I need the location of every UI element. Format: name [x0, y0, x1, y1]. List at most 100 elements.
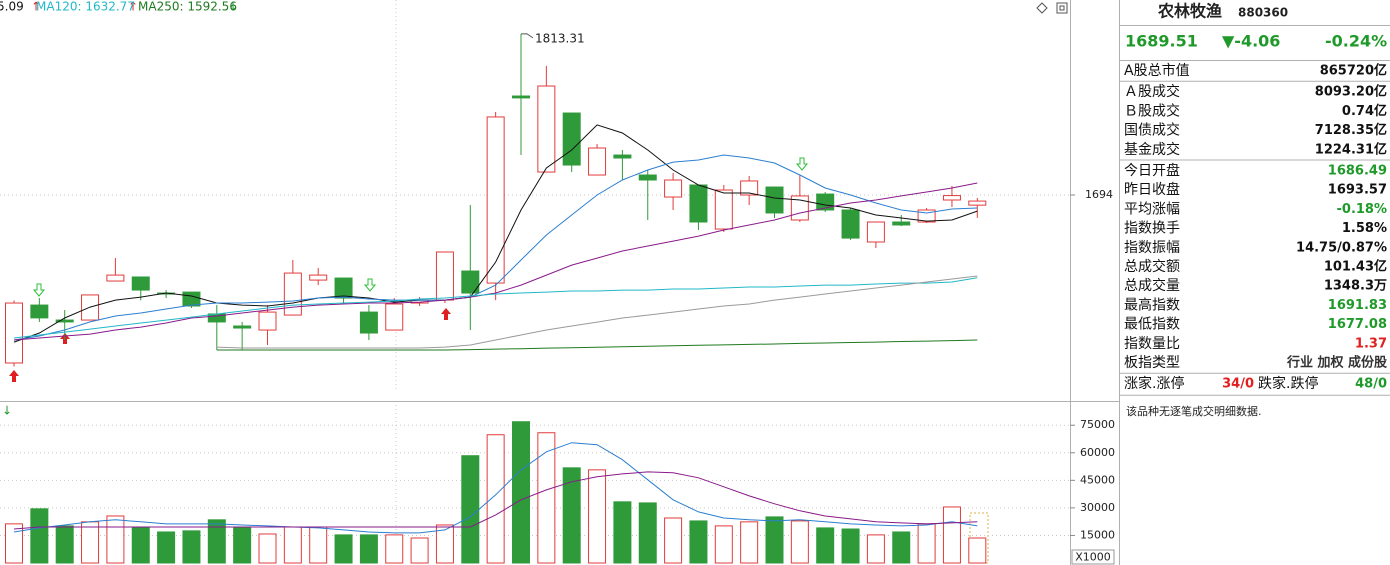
buy-signals [9, 308, 451, 382]
row-label: 基金成交 [1124, 141, 1180, 158]
candle-body [106, 274, 125, 282]
arrow: ↓ [228, 0, 238, 14]
row-value: 1.37 [1355, 336, 1387, 351]
icon [1059, 5, 1065, 11]
row-value: 1686.49 [1328, 164, 1387, 179]
quote: 1689.51 [1125, 32, 1198, 51]
legend-entry: 5.09 [0, 0, 24, 14]
candle-body [512, 95, 530, 99]
volume-bar [968, 537, 987, 564]
volume-bar [106, 515, 125, 564]
candle-body [258, 311, 277, 331]
breadth-value: 34/0 [1222, 377, 1254, 392]
y-tick-label: 15000 [1080, 528, 1115, 541]
volume-bar [131, 526, 150, 564]
row-value: 0.74亿 [1342, 103, 1387, 119]
arrow: ↓ [2, 404, 12, 418]
icon[interactable] [1056, 2, 1068, 14]
candle-body [714, 189, 733, 230]
candle-body [486, 116, 505, 284]
ma-line [13, 124, 978, 343]
candle-body [816, 193, 835, 211]
volume-bar [258, 533, 277, 564]
candle-body [309, 274, 328, 281]
candle-body [740, 180, 759, 196]
candle-body [283, 272, 302, 316]
row-value: 8093.20亿 [1315, 84, 1387, 100]
ma-line [216, 339, 978, 351]
row-label: 指数振幅 [1124, 240, 1180, 256]
candle-body [385, 303, 404, 331]
row-value: 14.75/0.87% [1296, 240, 1387, 255]
candle-body [664, 179, 683, 198]
row-label: 国债成交 [1124, 122, 1180, 139]
volume-bar [714, 525, 733, 564]
volume-bar [30, 508, 49, 564]
candle-body [765, 186, 784, 214]
candle-body [131, 276, 150, 291]
y-tick-label: 45000 [1080, 473, 1115, 486]
volume-bar [435, 524, 454, 564]
volume-bar [866, 534, 885, 564]
volume-bar [81, 521, 100, 564]
candle-body [841, 209, 860, 239]
annotation-pointer [521, 33, 534, 39]
candle-body [461, 270, 480, 294]
candle-body [892, 221, 911, 226]
row-value: 1348.3万 [1324, 279, 1387, 294]
ma-line [216, 275, 978, 349]
volume-bar [664, 517, 683, 564]
row-value: 1677.08 [1328, 317, 1387, 332]
y-tick-label: 1694 [1085, 188, 1113, 201]
breadth-value: 48/0 [1355, 377, 1387, 392]
row-label: 昨日收盘 [1124, 181, 1180, 198]
candle-body [537, 85, 556, 173]
row-label: A股总市值 [1124, 62, 1190, 79]
candle-body [182, 291, 201, 307]
candle-body [562, 112, 581, 166]
volume-bar [233, 526, 252, 564]
row-value: 7128.35亿 [1315, 122, 1387, 138]
candle-body [30, 304, 49, 319]
breadth-label: 跌家.跌停 [1258, 375, 1318, 392]
candle-body [359, 311, 378, 334]
row-label: 指数换手 [1124, 220, 1180, 237]
volume-bar [613, 501, 632, 564]
row-label: Ａ股成交 [1124, 83, 1180, 100]
candle-body [968, 200, 987, 206]
y-tick-label: 60000 [1080, 446, 1115, 459]
row-value: 1224.31亿 [1315, 141, 1387, 157]
legend-entry: MA250: 1592.56 [138, 0, 237, 14]
ma-line [13, 182, 978, 341]
volume-bar [765, 516, 784, 564]
row-value: 1.58% [1342, 221, 1387, 236]
volume-bar [892, 531, 911, 564]
icon[interactable] [1036, 2, 1048, 14]
volume-bar [816, 527, 835, 564]
volume-bar [207, 519, 226, 564]
volume-bar [283, 526, 302, 564]
note: 该品种无逐笔成交明细数据. [1126, 404, 1262, 418]
ma-line [13, 471, 978, 530]
row-value: 101.43亿 [1324, 259, 1387, 275]
arrow: ↑ [128, 0, 138, 14]
candle-body [5, 302, 23, 364]
candle-body [334, 277, 353, 299]
volume-bar [841, 528, 860, 564]
legend-entry: MA120: 1632.77 [36, 0, 135, 14]
sell-signals [32, 157, 809, 297]
volume-bar [182, 530, 201, 564]
candle-body [942, 195, 961, 201]
ma-line [13, 442, 978, 534]
unit-box [1071, 549, 1115, 565]
arrow: ↑ [31, 0, 41, 14]
breadth-label: 涨家.涨停 [1124, 375, 1184, 392]
candle-body [613, 154, 632, 159]
row-value: 行业 加权 成份股 [1286, 355, 1387, 371]
volume-bar [942, 506, 961, 564]
quote: -0.24% [1325, 32, 1387, 51]
high-annotation: 1813.31 [535, 31, 585, 45]
candle-body [588, 147, 607, 176]
volume-bar [55, 525, 74, 564]
volume-bar [917, 523, 936, 564]
